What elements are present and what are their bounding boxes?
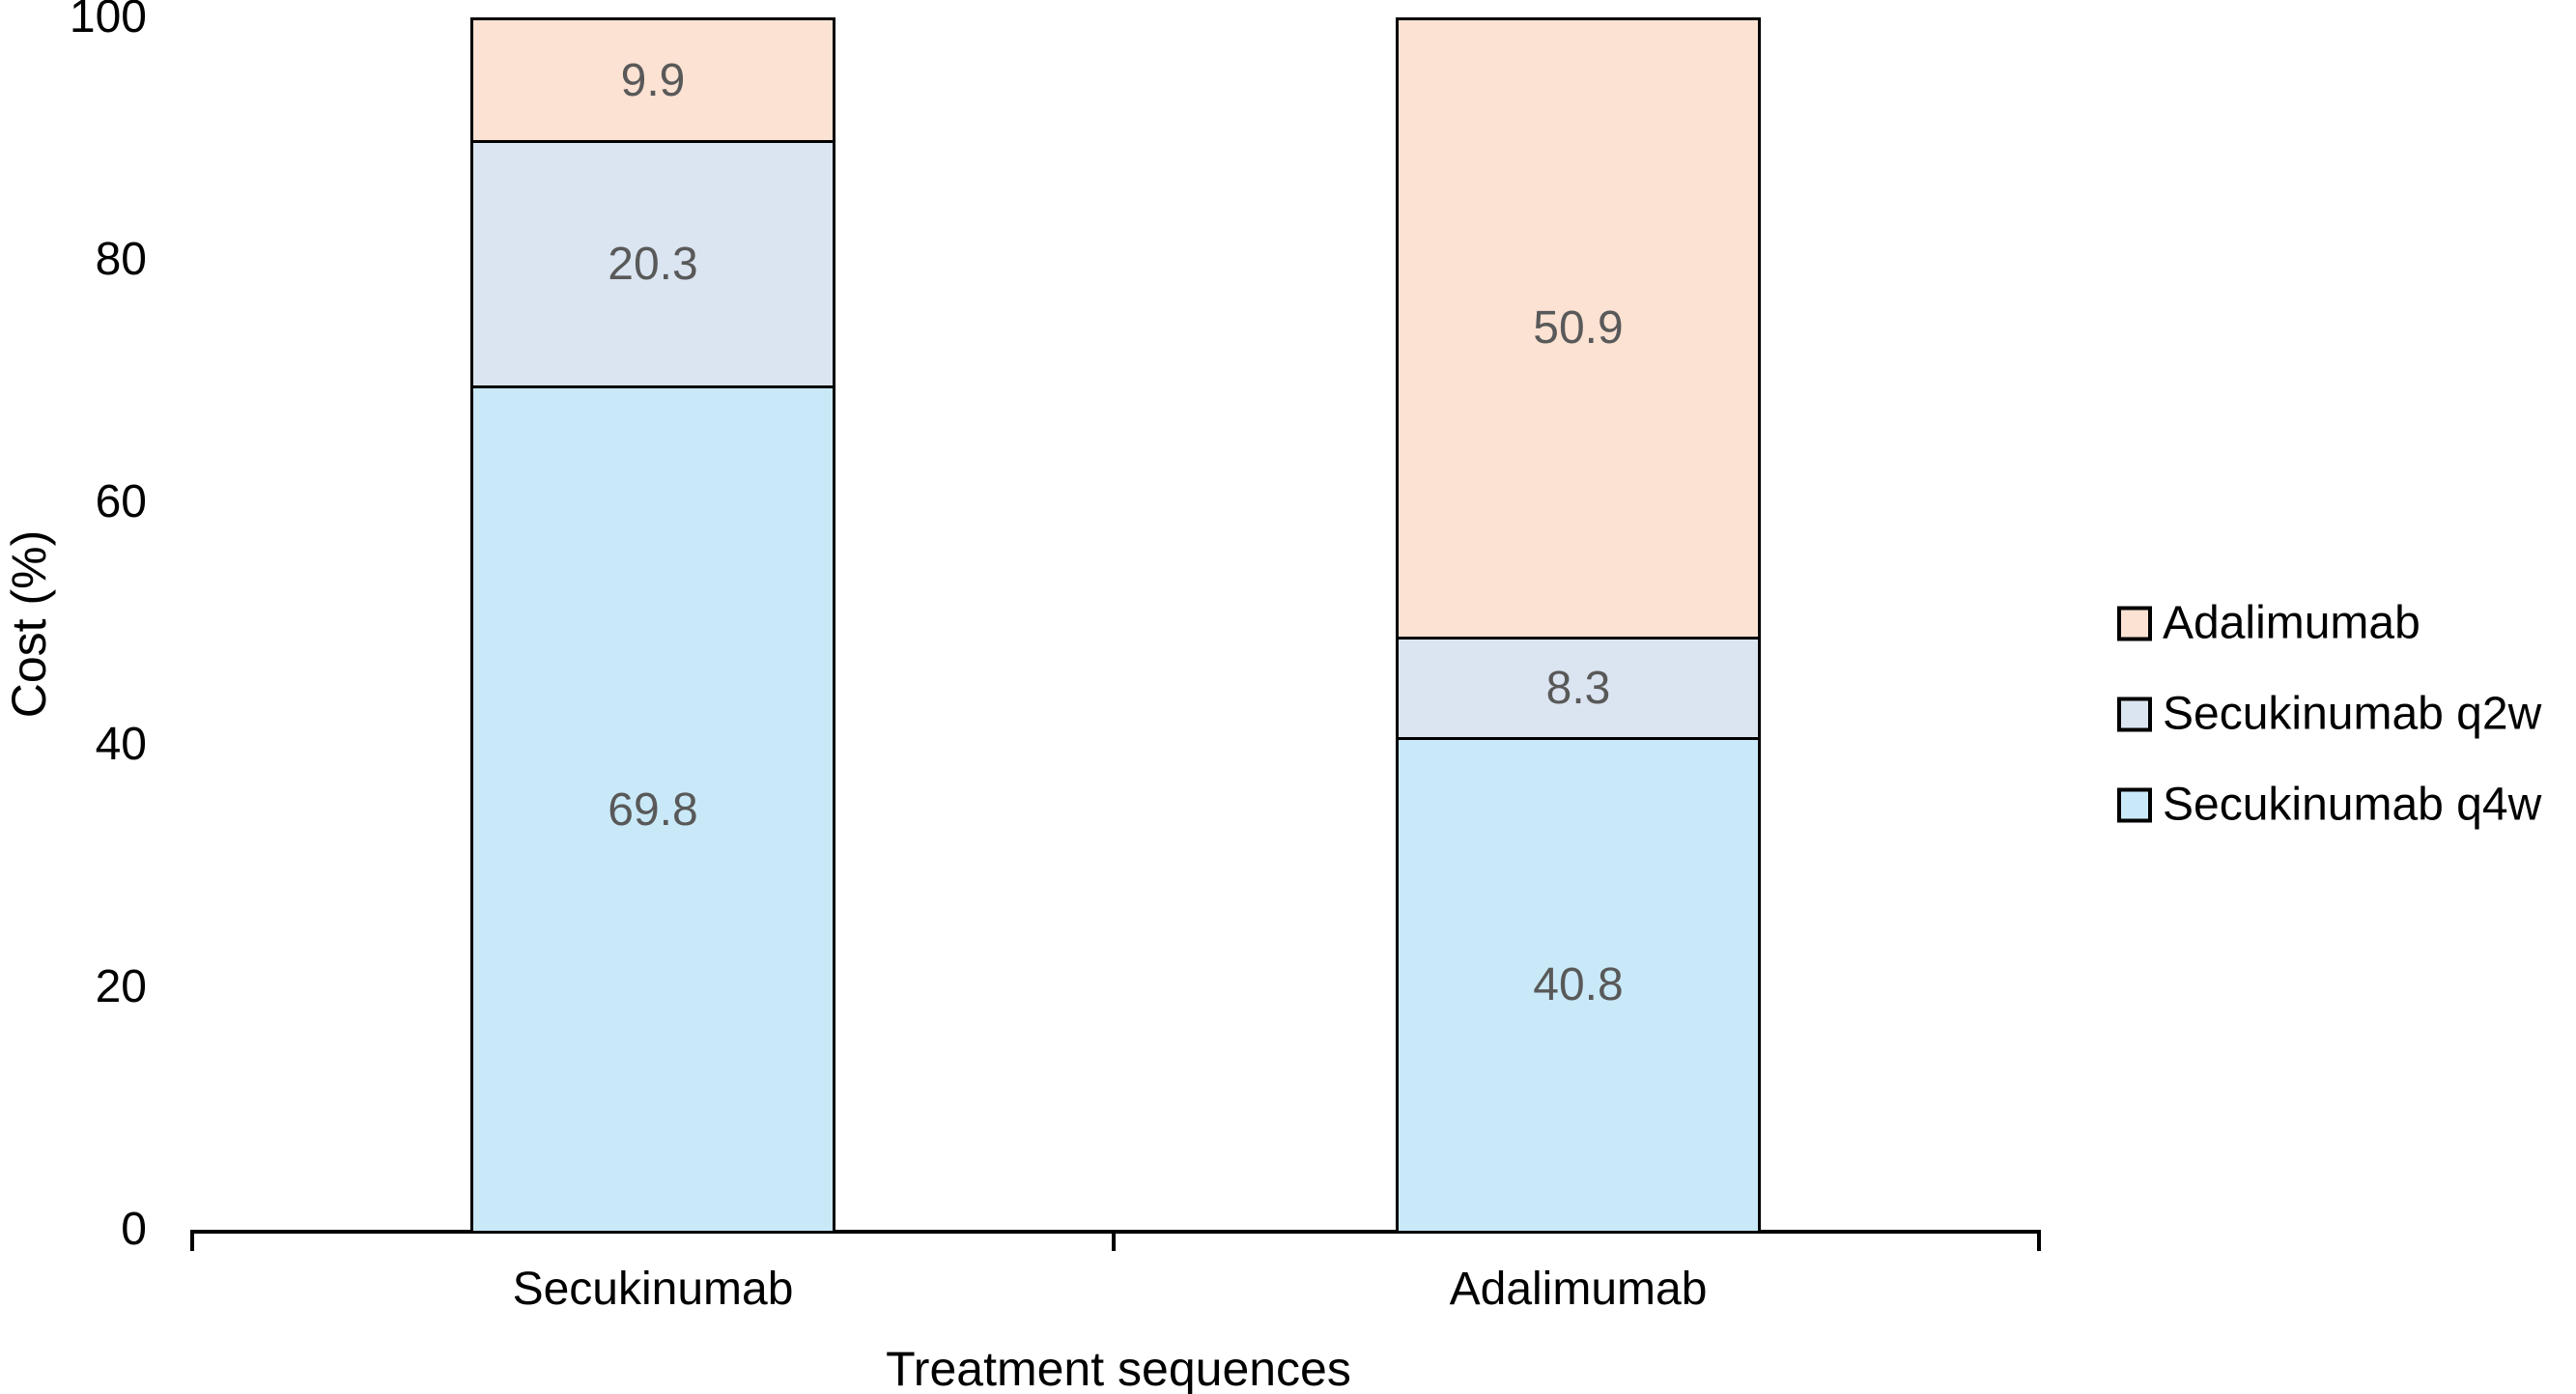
legend-item: Adalimumab bbox=[2117, 597, 2420, 650]
x-axis-tick bbox=[1112, 1230, 1116, 1251]
legend-item: Secukinumab q4w bbox=[2117, 779, 2541, 832]
x-axis-tick bbox=[190, 1230, 194, 1251]
bar-segment: 20.3 bbox=[473, 140, 833, 386]
bar-segment: 9.9 bbox=[473, 20, 833, 141]
bar-segment-label: 40.8 bbox=[1533, 959, 1624, 1011]
bar-segment-label: 9.9 bbox=[620, 54, 686, 106]
x-axis-title: Treatment sequences bbox=[886, 1342, 1351, 1394]
legend-label: Adalimumab bbox=[2163, 597, 2420, 649]
bar-segment: 40.8 bbox=[1399, 736, 1758, 1231]
legend-label: Secukinumab q4w bbox=[2163, 779, 2542, 831]
bar-secukinumab: 9.9 20.3 69.8 bbox=[470, 17, 835, 1234]
y-tick-label: 60 bbox=[95, 476, 147, 527]
y-axis-title: Cost (%) bbox=[2, 529, 56, 719]
y-tick-label: 80 bbox=[95, 234, 147, 285]
legend-label: Secukinumab q2w bbox=[2163, 688, 2542, 740]
bar-segment-label: 50.9 bbox=[1533, 302, 1624, 355]
bar-segment-label: 8.3 bbox=[1545, 662, 1611, 714]
legend-swatch-icon bbox=[2117, 606, 2152, 640]
y-tick-label: 20 bbox=[95, 961, 147, 1012]
x-category-label: Adalimumab bbox=[1449, 1264, 1708, 1315]
bar-segment: 50.9 bbox=[1399, 20, 1758, 637]
legend-swatch-icon bbox=[2117, 787, 2152, 822]
bar-segment-label: 20.3 bbox=[608, 239, 698, 291]
y-tick-label: 100 bbox=[69, 0, 147, 43]
bar-segment: 69.8 bbox=[473, 385, 833, 1231]
y-tick-label: 0 bbox=[121, 1204, 147, 1255]
legend-item: Secukinumab q2w bbox=[2117, 688, 2541, 741]
bar-segment: 8.3 bbox=[1399, 636, 1758, 737]
y-tick-label: 40 bbox=[95, 719, 147, 770]
legend-swatch-icon bbox=[2117, 697, 2152, 731]
x-axis-line bbox=[190, 1230, 2041, 1234]
x-category-label: Secukinumab bbox=[512, 1264, 794, 1315]
bar-segment-label: 69.8 bbox=[608, 783, 698, 836]
x-axis-tick bbox=[2037, 1230, 2041, 1251]
bar-adalimumab: 50.9 8.3 40.8 bbox=[1396, 17, 1761, 1234]
